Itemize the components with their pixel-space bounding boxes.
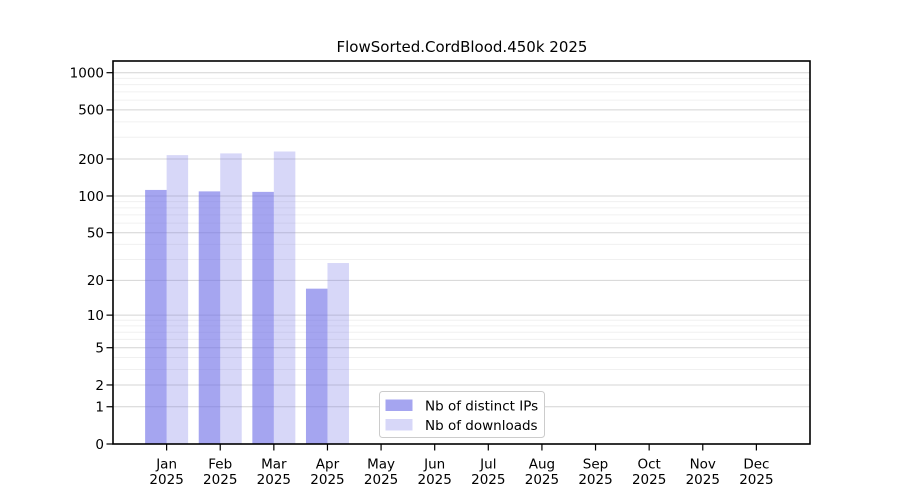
x-tick-label-year: 2025: [418, 472, 452, 488]
x-tick-label-year: 2025: [739, 472, 773, 488]
bar-downloads-feb: [220, 153, 242, 444]
bar-downloads-jan: [166, 155, 189, 444]
x-tick-label-month: Mar: [261, 457, 287, 473]
x-tick-label-month: Oct: [637, 457, 660, 473]
plot-border: [112, 60, 811, 445]
x-tick-label-year: 2025: [149, 472, 183, 488]
y-tick-label: 1: [95, 400, 104, 416]
bar-distinct-ips-jan: [145, 189, 167, 444]
y-tick-label: 5: [95, 341, 104, 357]
x-tick-label-year: 2025: [364, 472, 398, 488]
bar-distinct-ips-feb: [198, 191, 221, 444]
x-tick-label-month: Jul: [479, 457, 496, 473]
legend-swatch-downloads-icon: [385, 419, 413, 431]
x-tick-label-year: 2025: [632, 472, 666, 488]
x-tick-label-month: Jun: [423, 457, 445, 473]
legend-box: [379, 391, 545, 438]
x-tick-label-month: Sep: [583, 457, 608, 473]
axis-ticks: [106, 72, 757, 451]
y-tick-label: 20: [87, 273, 104, 289]
legend-label-distinct-ips: Nb of distinct IPs: [425, 399, 538, 415]
x-tick-label-month: Aug: [529, 457, 555, 473]
legend-label-downloads: Nb of downloads: [425, 418, 538, 434]
x-tick-label-month: May: [367, 457, 395, 473]
chart-title: FlowSorted.CordBlood.450k 2025: [337, 38, 588, 56]
y-tick-label: 500: [78, 103, 104, 119]
bar-distinct-ips-mar: [252, 191, 274, 444]
bar-distinct-ips-apr: [305, 288, 328, 444]
x-tick-label-month: Jan: [155, 457, 177, 473]
y-tick-label: 2: [95, 378, 104, 394]
x-tick-label-month: Nov: [690, 457, 716, 473]
bars-layer: [145, 151, 349, 444]
minor-gridlines: [113, 77, 810, 370]
y-tick-label: 1000: [70, 66, 104, 82]
x-tick-label-year: 2025: [310, 472, 344, 488]
axis-labels: 01251020501002005001000Jan2025Feb2025Mar…: [70, 66, 774, 489]
x-tick-label-month: Feb: [208, 457, 232, 473]
legend: Nb of distinct IPs Nb of downloads: [379, 391, 545, 438]
major-gridlines: [113, 72, 810, 408]
x-tick-label-year: 2025: [525, 472, 559, 488]
y-tick-label: 200: [78, 152, 104, 168]
y-tick-label: 0: [95, 437, 104, 453]
y-tick-label: 10: [87, 308, 104, 324]
y-tick-label: 50: [87, 225, 104, 241]
x-tick-label-year: 2025: [578, 472, 612, 488]
bar-downloads-mar: [273, 151, 296, 444]
bar-downloads-apr: [327, 263, 349, 444]
legend-swatch-distinct-ips-icon: [385, 399, 413, 411]
x-tick-label-year: 2025: [471, 472, 505, 488]
x-tick-label-year: 2025: [203, 472, 237, 488]
y-tick-label: 100: [78, 189, 104, 205]
x-tick-label-month: Apr: [316, 457, 340, 473]
x-tick-label-year: 2025: [686, 472, 720, 488]
x-tick-label-month: Dec: [743, 457, 769, 473]
x-tick-label-year: 2025: [257, 472, 291, 488]
